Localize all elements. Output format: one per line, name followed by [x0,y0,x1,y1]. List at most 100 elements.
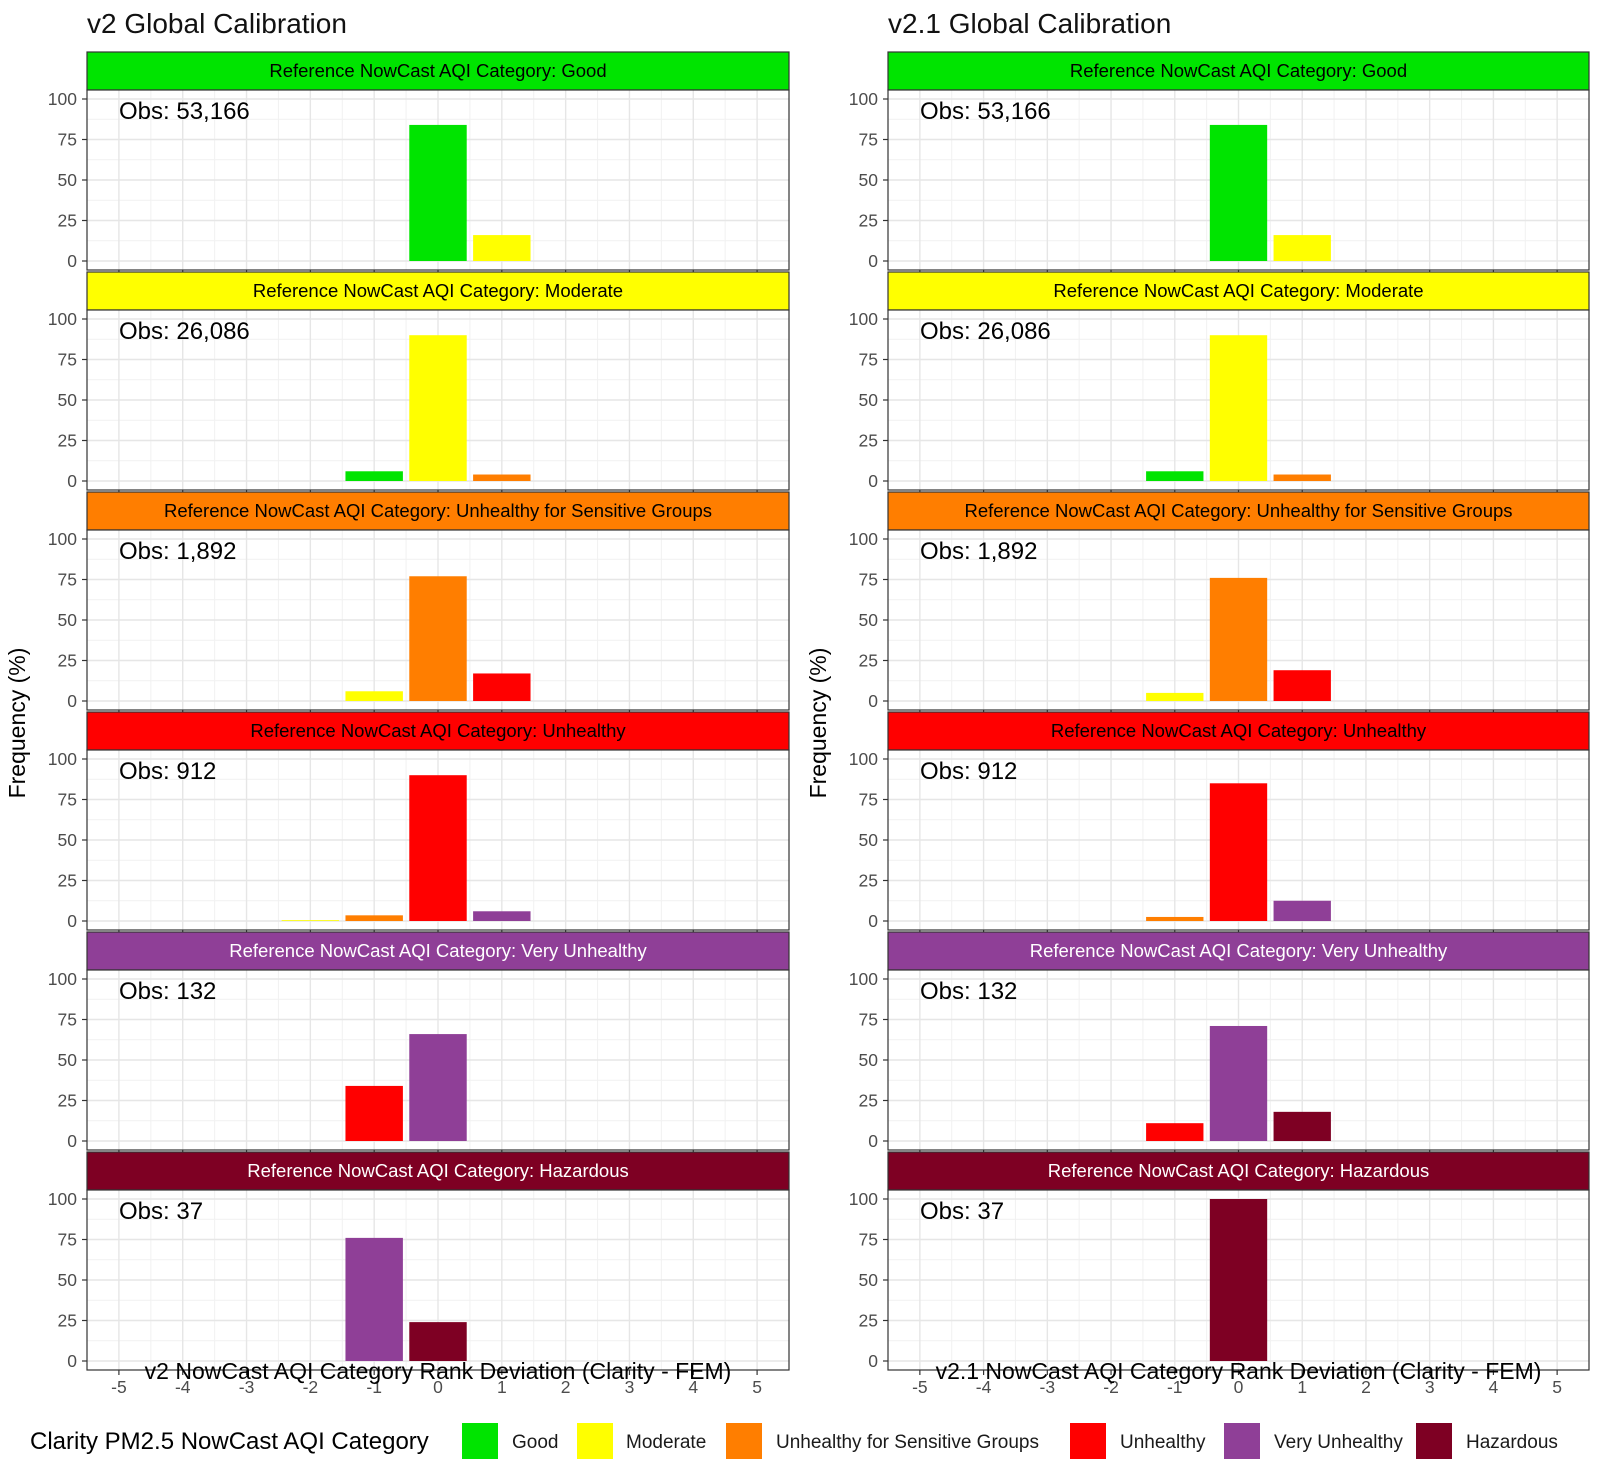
facet-2: Reference NowCast AQI Category: Unhealth… [48,491,790,737]
y-axis-title: Frequency (%) [805,648,831,799]
x-tick-label: 3 [625,1377,635,1397]
facet-0: Reference NowCast AQI Category: Good Obs:… [48,51,790,297]
x-tick-label: -3 [1040,1377,1056,1397]
x-tick-label: -1 [366,1377,382,1397]
bar-0-hazardous [409,1322,467,1361]
bar-neg1-moderate [1146,692,1204,701]
legend-item-very-unhealthy: Very Unhealthy [1224,1423,1403,1459]
y-tick-label: 50 [859,830,879,850]
y-tick-label: 25 [58,651,77,671]
bar-1-very-unhealthy [473,911,531,921]
legend-item-label: Hazardous [1466,1432,1558,1453]
legend-key-swatch [577,1423,613,1459]
facet-2: Reference NowCast AQI Category: Unhealth… [849,491,1590,737]
y-tick-label: 25 [859,871,878,891]
y-tick-label: 25 [859,1091,878,1111]
facet-3: Reference NowCast AQI Category: Unhealth… [849,711,1590,957]
facet-strip-label: Reference NowCast AQI Category: Unhealth… [964,500,1512,521]
obs-count-label: Obs: 912 [920,758,1017,785]
legend-key-swatch [462,1423,498,1459]
y-tick-label: 0 [868,471,878,491]
y-tick-label: 100 [849,529,878,549]
bar-1-unhealthy [1273,670,1331,701]
facet-5: Reference NowCast AQI Category: Hazardou… [849,1151,1590,1397]
y-tick-label: 75 [58,350,77,370]
facet-strip [887,931,1590,971]
x-tick-label: -3 [239,1377,255,1397]
bar-neg2-moderate [281,920,340,921]
facet-strip [887,51,1590,91]
y-tick-label: 25 [859,211,878,231]
x-tick-label: -2 [303,1377,319,1397]
y-tick-label: 100 [48,969,77,989]
bar-0-very-unhealthy [409,1034,467,1141]
x-tick-label: 3 [1425,1377,1435,1397]
y-tick-label: 50 [859,610,879,630]
y-tick-label: 0 [67,471,77,491]
facet-strip [86,271,790,311]
facet-strip-label: Reference NowCast AQI Category: Hazardou… [247,1160,628,1181]
facet-strip-label: Reference NowCast AQI Category: Good [1070,60,1407,81]
obs-count-label: Obs: 1,892 [119,538,236,565]
facet-strip [86,491,790,531]
y-tick-label: 0 [868,1131,878,1151]
facet-0: Reference NowCast AQI Category: Good Obs:… [849,51,1590,297]
bar-neg1-unhealthy-for-sensitive-groups [345,915,403,921]
facet-1: Reference NowCast AQI Category: Moderate… [849,271,1590,517]
bar-0-moderate [409,335,467,481]
obs-count-label: Obs: 132 [119,978,216,1005]
bar-neg1-very-unhealthy [345,1237,403,1361]
bar-1-hazardous [1273,1111,1331,1141]
y-tick-label: 50 [859,1050,879,1070]
x-tick-label: -4 [175,1377,191,1397]
facet-4: Reference NowCast AQI Category: Very Unh… [849,931,1590,1177]
y-tick-label: 50 [859,170,879,190]
facet-strip [887,491,1590,531]
facet-3: Reference NowCast AQI Category: Unhealth… [48,711,790,957]
bar-0-good [409,124,467,261]
y-tick-label: 0 [67,911,77,931]
x-tick-label: 5 [1552,1377,1562,1397]
y-tick-label: 75 [58,790,77,810]
y-tick-label: 50 [58,1050,78,1070]
y-tick-label: 0 [868,1351,878,1371]
y-tick-label: 75 [859,1010,878,1030]
x-tick-label: 1 [1297,1377,1307,1397]
y-tick-label: 50 [859,390,879,410]
bar-neg1-unhealthy [1146,1123,1204,1141]
bar-neg1-unhealthy [345,1085,403,1141]
y-tick-label: 25 [58,211,77,231]
facet-strip [86,931,790,971]
y-axis-title: Frequency (%) [4,648,30,799]
legend-key-swatch [1416,1423,1452,1459]
y-tick-label: 100 [849,969,878,989]
bar-0-very-unhealthy [1209,1025,1268,1141]
y-tick-label: 0 [67,1131,77,1151]
y-tick-label: 75 [859,570,878,590]
y-tick-label: 75 [58,1010,77,1030]
legend-key-swatch [726,1423,762,1459]
y-tick-label: 50 [859,1270,879,1290]
bar-1-moderate [473,235,531,261]
obs-count-label: Obs: 132 [920,978,1017,1005]
bar-1-very-unhealthy [1273,900,1331,921]
facet-strip [86,711,790,751]
facet-strip-label: Reference NowCast AQI Category: Unhealth… [1051,720,1427,741]
facet-1: Reference NowCast AQI Category: Moderate… [48,271,790,517]
facet-4: Reference NowCast AQI Category: Very Unh… [48,931,790,1177]
bar-1-moderate [1273,235,1331,261]
y-tick-label: 100 [849,1189,878,1209]
y-tick-label: 100 [849,749,878,769]
x-axis-title: v2 NowCast AQI Category Rank Deviation (… [145,1358,732,1384]
bar-1-unhealthy [473,673,531,701]
y-tick-label: 0 [67,691,77,711]
facet-strip-label: Reference NowCast AQI Category: Unhealth… [164,500,712,521]
y-tick-label: 50 [58,610,78,630]
bar-neg1-good [345,471,403,481]
chart-v2: v2 Global Calibration Reference NowCast A… [4,8,790,1397]
x-axis-title: v2.1 NowCast AQI Category Rank Deviation… [936,1358,1542,1384]
y-tick-label: 25 [58,871,77,891]
y-tick-label: 25 [58,1311,77,1331]
y-tick-label: 25 [859,431,878,451]
